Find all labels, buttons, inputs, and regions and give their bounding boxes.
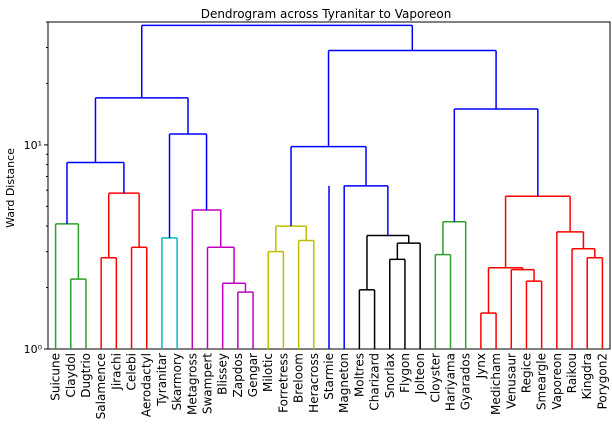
leaf-label: Raikou xyxy=(565,353,579,393)
leaf-label: Magneton xyxy=(337,353,351,413)
y-axis-ticks: 10⁰ 10¹ xyxy=(24,22,48,356)
leaf-label: Gyarados xyxy=(459,353,473,410)
y-tick-label: 10¹ xyxy=(24,139,42,152)
leaf-labels: Suicune Claydol Dugtrio Salamence Jirachi Cel… xyxy=(49,353,610,420)
leaf-label: Cloyster xyxy=(428,353,442,402)
leaf-label: Aerodactyl xyxy=(140,353,154,417)
leaf-label: Claydol xyxy=(64,353,78,397)
leaf-label: Breloom xyxy=(292,353,306,403)
leaf-label: Starmie xyxy=(322,353,336,400)
leaf-label: Dugtrio xyxy=(79,353,93,398)
leaf-label: Metagross xyxy=(185,353,199,415)
leaf-label: Jynx xyxy=(474,353,488,379)
leaf-label: Celebi xyxy=(125,353,139,390)
leaf-label: Porygon2 xyxy=(595,353,609,409)
leaf-label: Swampert xyxy=(200,353,214,414)
leaf-label: Moltres xyxy=(352,353,366,397)
leaf-label: Forretress xyxy=(276,353,290,413)
leaf-label: Jolteon xyxy=(413,353,427,395)
leaf-label: Tyranitar xyxy=(155,353,169,407)
leaf-label: Blissey xyxy=(216,353,230,395)
leaf-label: Flygon xyxy=(398,353,412,393)
leaf-label: Milotic xyxy=(261,353,275,392)
leaf-label: Jirachi xyxy=(109,353,123,391)
leaf-label: Regice xyxy=(519,353,533,393)
leaf-label: Heracross xyxy=(307,353,321,413)
leaf-label: Medicham xyxy=(489,353,503,415)
leaf-label: Charizard xyxy=(368,353,382,411)
leaf-label: Salamence xyxy=(94,353,108,419)
leaf-label: Snorlax xyxy=(383,353,397,398)
leaf-label: Vaporeon xyxy=(550,353,564,410)
leaf-label: Smeargle xyxy=(535,353,549,410)
leaf-label: Kingdra xyxy=(580,353,594,399)
leaf-label: Suicune xyxy=(49,353,63,401)
leaf-label: Hariyama xyxy=(444,353,458,411)
dendrogram-links xyxy=(56,25,603,349)
y-axis-label: Ward Distance xyxy=(4,148,17,228)
leaf-label: Zapdos xyxy=(231,353,245,397)
chart-title: Dendrogram across Tyranitar to Vaporeon xyxy=(201,7,452,21)
y-tick-label: 10⁰ xyxy=(24,343,43,356)
leaf-label: Gengar xyxy=(246,353,260,397)
leaf-label: Venusaur xyxy=(504,353,518,409)
leaf-label: Skarmory xyxy=(170,353,184,411)
